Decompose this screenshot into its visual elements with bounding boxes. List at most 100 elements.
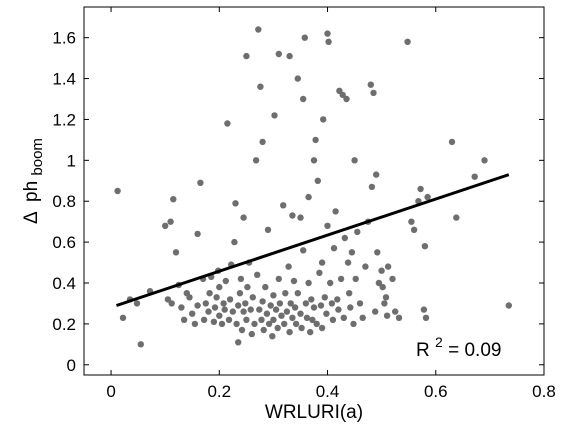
data-point-123 [320,116,327,123]
data-point-163 [381,300,388,307]
data-point-112 [308,296,315,303]
y-tick-label-5: 1 [67,151,76,170]
data-point-39 [225,316,233,323]
data-point-151 [359,314,366,321]
x-tick-label-0: 0 [106,382,115,401]
data-point-48 [236,290,244,297]
data-point-172 [410,226,418,233]
data-point-159 [374,249,381,256]
data-point-179 [448,138,456,146]
data-point-154 [367,81,374,88]
data-point-43 [231,238,238,246]
data-point-58 [247,306,254,313]
data-point-49 [237,275,245,283]
data-point-69 [259,298,266,305]
data-point-106 [301,34,308,41]
data-point-35 [220,300,227,307]
data-point-175 [420,306,428,313]
data-point-92 [286,328,293,336]
data-point-124 [321,294,328,301]
data-point-45 [233,320,240,328]
data-point-21 [197,179,204,186]
data-point-88 [282,290,289,297]
data-point-117 [313,320,320,328]
y-axis-title: Δ ph boom [21,138,46,224]
data-point-148 [352,275,359,283]
x-axis-title: WRLURI(a) [265,402,363,423]
data-point-70 [260,326,267,334]
data-point-171 [408,218,415,225]
data-point-170 [404,38,411,45]
data-point-126 [324,30,331,37]
data-point-25 [205,308,212,315]
data-point-1 [119,314,127,321]
data-point-111 [307,328,314,336]
data-point-64 [255,26,262,33]
data-point-156 [370,89,377,97]
data-point-66 [257,83,264,90]
data-point-78 [270,316,277,323]
data-point-19 [194,302,201,309]
data-point-176 [421,243,429,250]
data-point-116 [312,136,319,144]
data-point-104 [300,95,307,103]
data-point-81 [274,324,281,332]
data-point-37 [222,277,229,285]
data-point-182 [481,157,488,164]
data-point-10 [170,196,177,203]
data-point-141 [343,95,350,103]
data-point-82 [275,50,282,58]
data-point-164 [382,294,390,301]
data-point-50 [238,326,246,334]
data-point-110 [305,279,312,287]
data-point-30 [213,294,220,301]
data-point-54 [243,52,250,60]
data-point-13 [178,304,185,311]
data-point-174 [417,185,424,193]
data-point-139 [340,314,347,321]
data-point-94 [289,314,296,321]
data-point-55 [243,316,250,323]
data-point-155 [368,183,376,191]
data-point-76 [269,333,276,340]
data-point-67 [258,316,265,323]
data-point-147 [351,157,358,164]
data-point-125 [323,310,330,317]
data-point-9 [168,300,175,307]
data-point-118 [314,177,321,184]
data-point-74 [265,320,273,328]
r-squared-annotation: R 2 = 0.09 [416,331,501,361]
y-tick-label-7: 1.4 [52,70,76,89]
data-point-97 [291,304,299,311]
data-point-157 [372,308,379,315]
data-point-105 [300,247,307,254]
data-point-130 [328,300,336,307]
data-point-93 [287,300,294,307]
data-point-166 [384,263,392,270]
data-point-101 [297,310,304,317]
data-point-6 [162,222,169,229]
data-point-98 [292,320,300,328]
x-tick-label-3: 0.6 [424,382,448,401]
data-point-142 [344,259,352,266]
y-tick-label-6: 1.2 [52,110,76,129]
data-point-107 [302,300,310,307]
data-point-146 [350,320,357,328]
data-point-121 [318,259,326,266]
data-point-122 [318,324,326,332]
data-point-34 [218,320,226,328]
data-point-143 [346,290,353,297]
data-point-14 [180,316,188,323]
data-point-40 [226,296,234,303]
r-squared-value: = 0.09 [448,340,501,361]
data-point-127 [324,222,331,229]
data-point-71 [262,283,269,291]
y-tick-label-0: 0 [67,356,76,375]
data-point-52 [240,214,247,221]
data-point-23 [200,316,208,323]
data-point-109 [305,193,312,201]
data-point-56 [244,283,251,291]
data-points [114,26,512,348]
data-point-16 [186,294,193,301]
data-point-132 [330,245,338,252]
